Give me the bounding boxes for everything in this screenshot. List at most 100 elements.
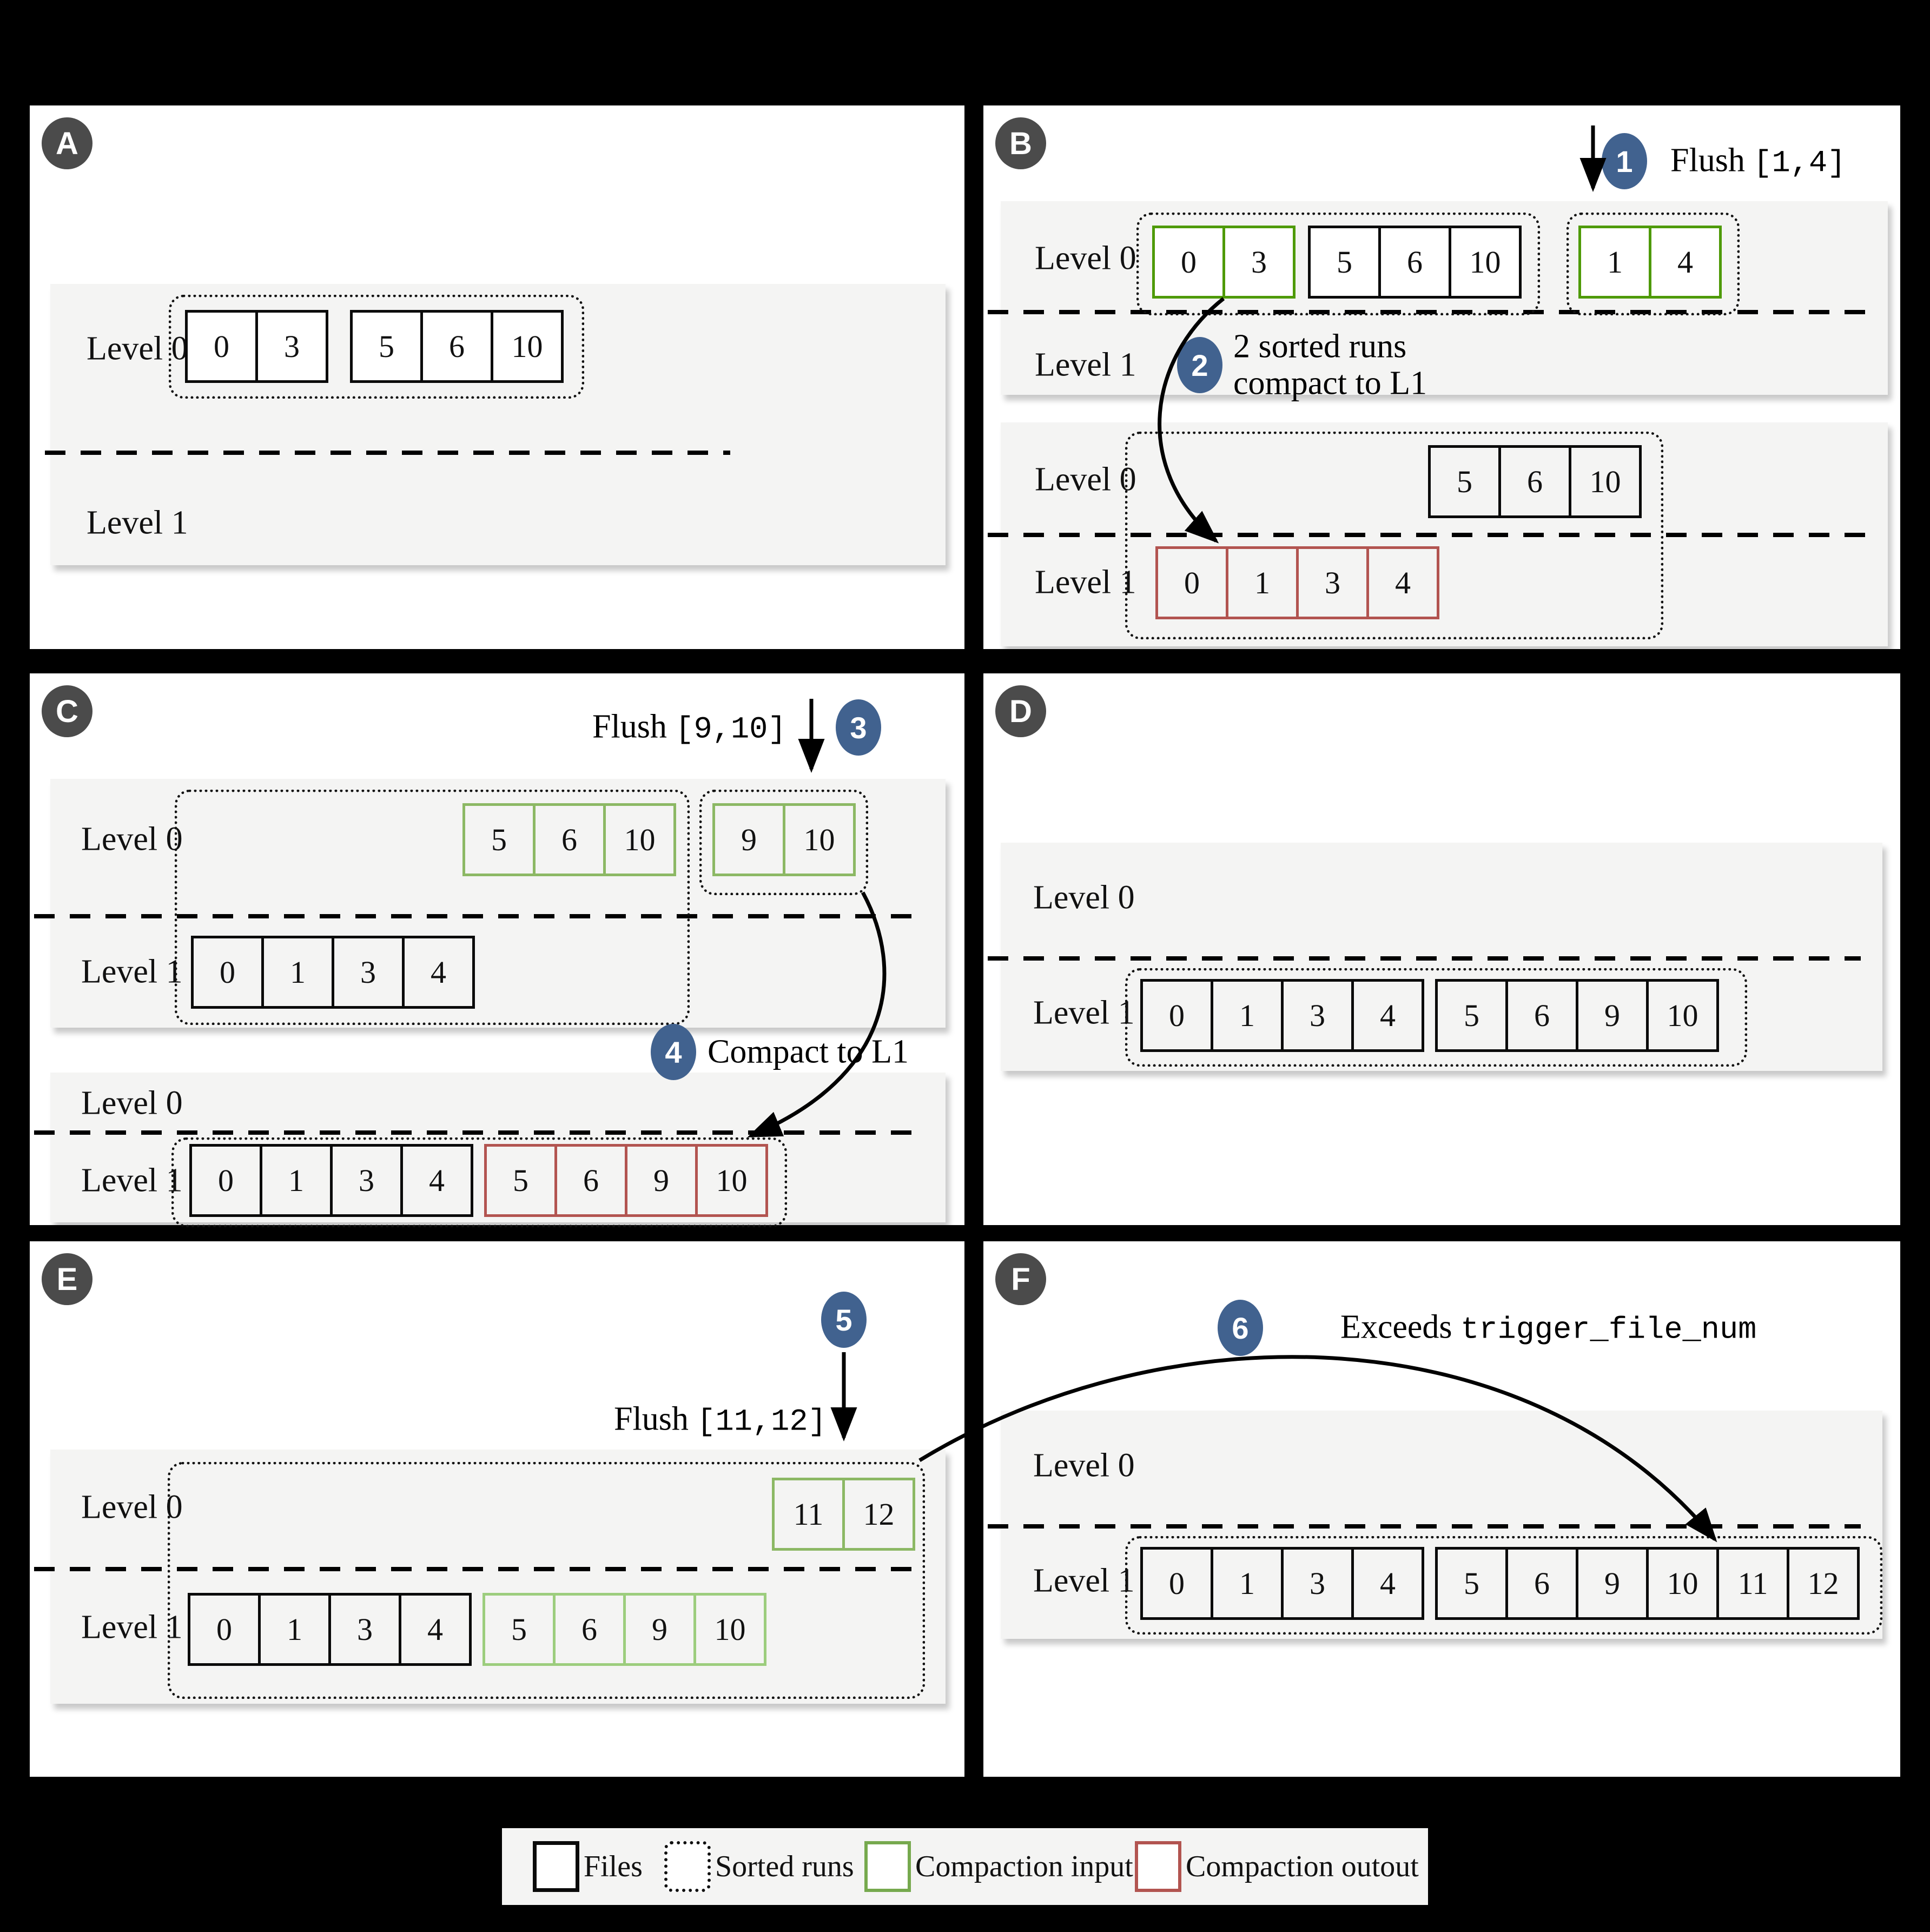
sstable-file-cell: 3: [333, 1147, 403, 1214]
legend-item-files: Files: [533, 1841, 643, 1892]
file-key: 6: [1534, 998, 1550, 1033]
sstable-file-cell: 1: [264, 938, 334, 1006]
sstable-file-cell: 5: [1438, 982, 1508, 1049]
file-key: 3: [1310, 998, 1325, 1033]
file-key: 10: [1589, 464, 1621, 499]
level-divider: [34, 1130, 920, 1135]
level-label: Level 1: [81, 1609, 183, 1646]
file-key: 5: [513, 1163, 528, 1198]
annotation: Flush [1,4]: [1670, 142, 1846, 181]
file-key: 4: [1677, 244, 1693, 280]
file-key: 0: [220, 955, 235, 990]
file-key: 11: [793, 1497, 824, 1532]
level-label: Level 1: [87, 504, 188, 541]
file-key: 4: [431, 955, 446, 990]
step-badge-1: 1: [1602, 133, 1647, 189]
file-key: 0: [1181, 244, 1197, 280]
legend-bar: Files Sorted runs Compaction input Compacti…: [502, 1828, 1428, 1905]
sstable-run: 0 1 3 4: [1155, 546, 1439, 619]
sstable-run: 5 6 9 10: [1435, 979, 1719, 1052]
annotation: compact to L1: [1233, 365, 1427, 403]
sstable-run: 0 1 3 4: [1140, 1547, 1424, 1620]
annotation-text-serif: Flush: [614, 1400, 697, 1438]
legend-swatch-files-icon: [533, 1841, 579, 1892]
level-divider: [988, 956, 1861, 961]
level-label: Level 1: [1033, 1562, 1135, 1599]
sstable-file-cell: 4: [1369, 549, 1437, 617]
file-key: 6: [561, 822, 577, 857]
sstable-file-cell: 5: [487, 1147, 557, 1214]
sstable-run: 5 6 9 10 11 12: [1435, 1547, 1860, 1620]
sorted-run-outline: [169, 295, 584, 399]
file-key: 9: [1604, 1566, 1620, 1601]
sstable-file-cell: 11: [775, 1480, 845, 1548]
sstable-file-cell: 10: [785, 806, 853, 874]
annotation-text-serif: compact to L1: [1233, 365, 1427, 402]
sstable-file-cell: 0: [190, 1596, 261, 1663]
sstable-run: 9 10: [712, 803, 856, 876]
legend-item-input: Compaction input: [864, 1841, 1133, 1892]
file-key: 10: [1667, 1566, 1698, 1601]
panel-e: E Level 0 Level 1 11 12 0 1 3 4 5 6 9 10 5 Flush [11,1…: [30, 1241, 964, 1777]
file-key: 3: [1251, 244, 1267, 280]
file-key: 10: [714, 1612, 746, 1647]
sorted-run-outline: [1125, 968, 1747, 1067]
file-key: 9: [1604, 998, 1620, 1033]
sstable-file-cell: 0: [1143, 982, 1213, 1049]
sstable-file-cell: 10: [1649, 1550, 1719, 1617]
sstable-file-cell: 4: [1651, 228, 1719, 296]
sstable-file-cell: 6: [1508, 1550, 1578, 1617]
sstable-file-cell: 5: [1438, 1550, 1508, 1617]
file-key: 3: [284, 329, 300, 364]
file-key: 4: [1380, 998, 1396, 1033]
step-badge-5: 5: [821, 1292, 867, 1348]
file-key: 10: [803, 822, 835, 857]
file-key: 0: [216, 1612, 232, 1647]
file-key: 10: [1667, 998, 1698, 1033]
sstable-file-cell: 4: [403, 1147, 471, 1214]
panel-a: A Level 0 Level 1 0 3 5 6 10: [30, 105, 964, 649]
sstable-file-cell: 1: [262, 1147, 333, 1214]
sstable-file-cell: 4: [1354, 982, 1422, 1049]
sstable-file-cell: 1: [1213, 982, 1284, 1049]
sstable-file-cell: 0: [192, 1147, 262, 1214]
sstable-run: 5 6 9 10: [484, 1144, 768, 1217]
sorted-run-outline: [171, 1137, 787, 1227]
file-key: 5: [1457, 464, 1472, 499]
file-key: 5: [1337, 244, 1352, 280]
sorted-run-outline: [175, 790, 690, 1025]
level-divider: [34, 1567, 920, 1571]
sstable-file-cell: 5: [1311, 228, 1381, 296]
annotation: Compact to L1: [708, 1033, 909, 1071]
level-label: Level 1: [1035, 564, 1136, 601]
level-label: Level 0: [1033, 879, 1135, 916]
annotation-text-serif: Flush: [592, 708, 676, 745]
sstable-run: 0 1 3 4: [191, 936, 475, 1009]
legend-swatch-output-icon: [1135, 1841, 1181, 1892]
annotation-text-serif: Compact to L1: [708, 1033, 909, 1070]
annotation-text-mono: [11,12]: [697, 1405, 827, 1440]
sstable-file-cell: 3: [1284, 982, 1354, 1049]
level-label: Level 0: [81, 1488, 183, 1526]
step-badge-6: 6: [1218, 1300, 1263, 1356]
sstable-file-cell: 9: [627, 1147, 698, 1214]
sstable-file-cell: 10: [696, 1596, 764, 1663]
file-key: 0: [1184, 565, 1200, 600]
annotation-text-mono: [1,4]: [1753, 146, 1846, 181]
file-key: 1: [1607, 244, 1623, 280]
sstable-file-cell: 11: [1719, 1550, 1789, 1617]
sstable-file-cell: 4: [1354, 1550, 1422, 1617]
file-key: 10: [624, 822, 656, 857]
sstable-file-cell: 6: [557, 1147, 627, 1214]
file-key: 10: [511, 329, 543, 364]
file-key: 0: [1169, 1566, 1185, 1601]
sorted-run-outline: [1125, 432, 1663, 639]
level-label: Level 0: [81, 821, 183, 858]
panel-e-letter-badge: E: [42, 1253, 92, 1305]
sstable-file-cell: 6: [1508, 982, 1578, 1049]
sstable-run: 11 12: [772, 1478, 915, 1551]
sstable-file-cell: 4: [405, 938, 472, 1006]
